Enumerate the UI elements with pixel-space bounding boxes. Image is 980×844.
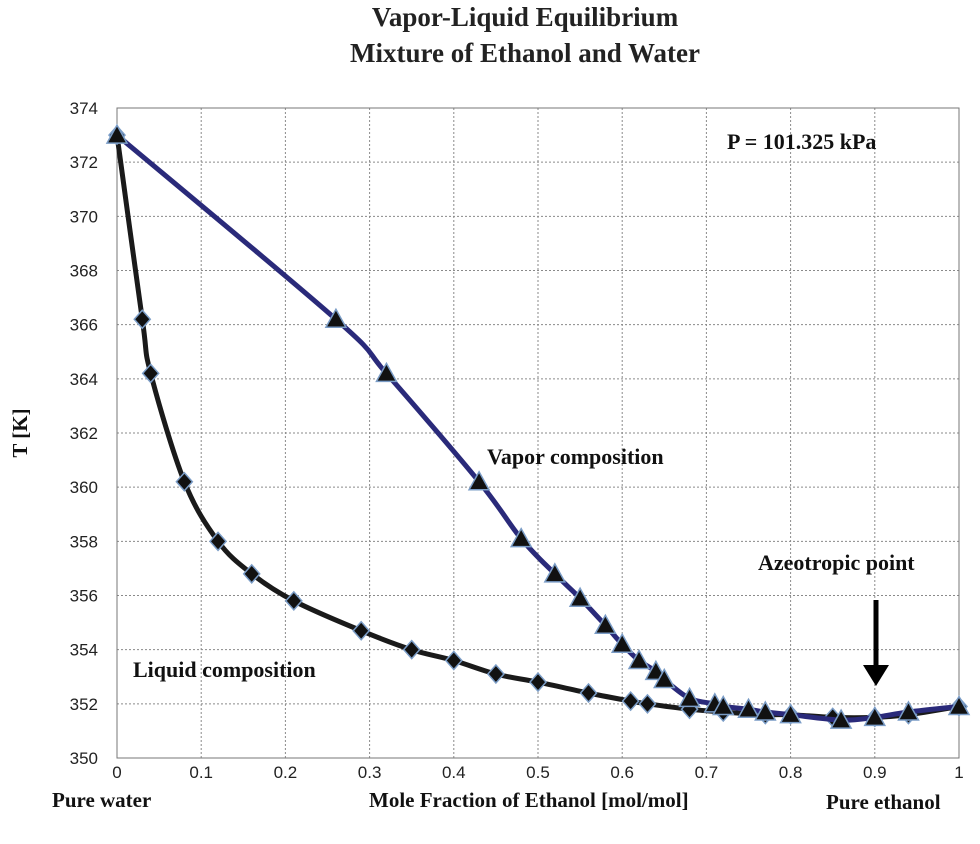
data-point-triangle [754, 700, 777, 721]
data-point-triangle [509, 527, 533, 548]
data-point-triangle [653, 667, 676, 689]
series [105, 123, 971, 729]
chart-subtitle: Mixture of Ethanol and Water [350, 38, 700, 68]
data-point-diamond [284, 590, 303, 612]
x-axis-label: Mole Fraction of Ethanol [mol/mol] [369, 788, 689, 812]
data-point-triangle [375, 361, 398, 383]
data-point-triangle [779, 703, 802, 724]
x-tick-label: 0.4 [442, 763, 466, 782]
data-point-diamond [141, 363, 160, 384]
x-tick-label: 0.8 [779, 763, 803, 782]
pressure-annotation: P = 101.325 kPa [727, 129, 876, 154]
y-tick-label: 366 [70, 316, 98, 335]
data-point-diamond [209, 531, 228, 552]
x-tick-labels: 0 0.1 0.2 0.3 0.4 0.5 0.6 0.7 0.8 0.9 1 [112, 763, 963, 782]
y-tick-label: 358 [70, 532, 98, 551]
x-tick-label: 0.9 [863, 763, 887, 782]
data-point-triangle [543, 562, 567, 583]
x-tick-label: 0.3 [358, 763, 382, 782]
vapor-annotation: Vapor composition [487, 444, 664, 469]
x-tick-label: 0.5 [526, 763, 550, 782]
y-tick-label: 368 [70, 262, 98, 281]
azeotrope-arrow [863, 600, 889, 686]
x-tick-label: 0 [112, 763, 121, 782]
data-point-diamond [352, 620, 371, 641]
data-point-triangle [737, 697, 760, 718]
data-point-triangle [568, 586, 592, 607]
data-point-triangle [610, 632, 634, 653]
data-point-diamond [528, 672, 548, 693]
y-tick-label: 354 [70, 641, 98, 660]
data-point-diamond [133, 309, 152, 330]
data-point-triangle [594, 613, 617, 635]
data-point-diamond [579, 682, 598, 704]
data-point-triangle [897, 700, 920, 721]
data-point-triangle [678, 686, 701, 708]
liquid-annotation: Liquid composition [133, 657, 316, 682]
data-point-diamond [242, 563, 261, 584]
chart-title: Vapor-Liquid Equilibrium [372, 2, 679, 32]
data-point-triangle [711, 694, 735, 716]
data-point-triangle [829, 708, 853, 729]
series-line [114, 132, 962, 721]
y-tick-labels: 350 352 354 356 358 360 362 364 366 368 370 372 374 [70, 99, 98, 768]
x-tick-label: 0.1 [189, 763, 213, 782]
data-point-diamond [175, 471, 194, 492]
y-axis-label: T [K] [8, 408, 32, 457]
data-point-triangle [627, 648, 651, 670]
data-point-triangle [467, 470, 491, 491]
data-point-diamond [621, 690, 640, 712]
left-end-label: Pure water [52, 788, 151, 812]
x-tick-label: 0.6 [610, 763, 634, 782]
y-tick-label: 356 [70, 587, 98, 606]
y-tick-label: 352 [70, 695, 98, 714]
data-point-diamond [444, 650, 463, 671]
data-point-triangle [105, 123, 129, 144]
y-tick-label: 360 [70, 478, 98, 497]
x-tick-label: 0.7 [695, 763, 719, 782]
y-tick-label: 370 [70, 207, 98, 226]
y-tick-label: 350 [70, 749, 98, 768]
y-tick-label: 364 [70, 370, 98, 389]
plot-frame [116, 107, 960, 759]
data-point-diamond [486, 663, 505, 685]
x-tick-label: 1 [954, 763, 963, 782]
y-tick-label: 362 [70, 424, 98, 443]
y-tick-label: 374 [70, 99, 98, 118]
y-tick-label: 372 [70, 153, 98, 172]
x-tick-label: 0.2 [274, 763, 298, 782]
series-triangle [105, 123, 971, 729]
data-point-diamond [402, 639, 421, 660]
data-point-diamond [638, 693, 657, 714]
data-point-triangle [324, 307, 348, 328]
right-end-label: Pure ethanol [826, 790, 941, 814]
data-point-triangle [947, 694, 971, 716]
data-point-triangle [863, 705, 887, 727]
azeotrope-annotation: Azeotropic point [758, 550, 915, 575]
